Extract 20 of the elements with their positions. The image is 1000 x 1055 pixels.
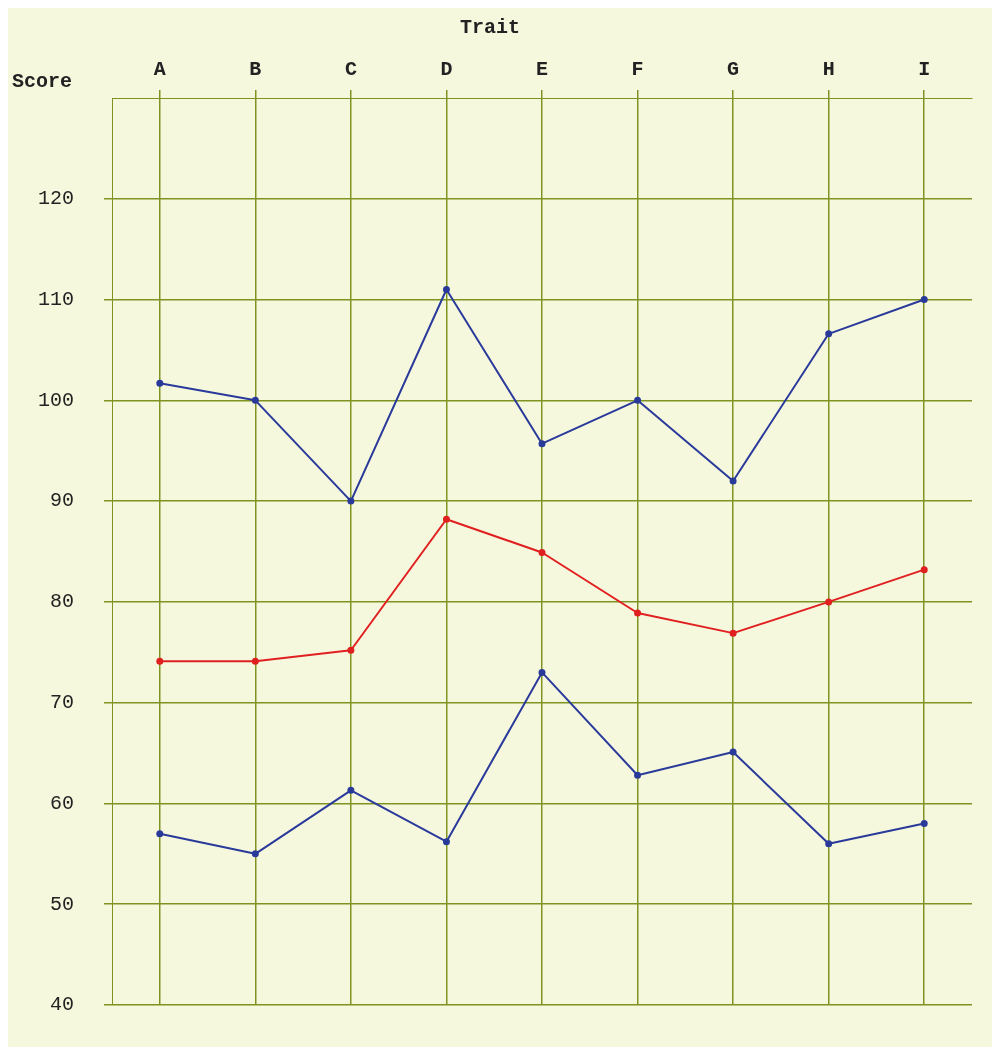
x-tick-label: B [249,58,262,82]
y-tick-label: 120 [37,187,75,211]
y-tick-label: 60 [49,791,75,815]
x-tick-label: I [918,58,931,82]
y-tick-label: 50 [49,892,75,916]
x-tick-label: A [153,58,166,82]
x-tick-label: G [727,58,740,82]
y-tick-label: 40 [49,993,75,1017]
y-tick-label: 110 [37,287,75,311]
x-tick-label: E [536,58,549,82]
y-tick-label: 80 [49,590,75,614]
y-tick-label: 100 [37,388,75,412]
chart-title: Trait [459,16,521,40]
x-tick-label: D [440,58,453,82]
x-tick-label: H [822,58,835,82]
y-tick-label: 90 [49,489,75,513]
y-axis-title: Score [12,70,73,94]
y-tick-label: 70 [49,690,75,714]
x-tick-label: C [344,58,357,82]
x-tick-label: F [631,58,644,82]
